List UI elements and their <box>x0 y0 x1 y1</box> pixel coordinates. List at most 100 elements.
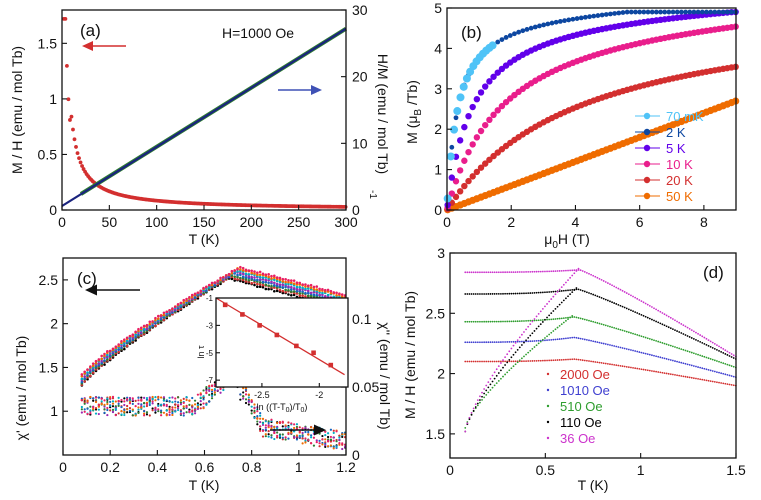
panel-d-fc-point <box>518 271 521 273</box>
panel-d-fc-point <box>537 339 540 342</box>
panel-d-fc-point <box>678 361 681 364</box>
panel-b-point <box>499 37 505 43</box>
panel-d-fc-point <box>588 292 590 294</box>
panel-c-chi2-point <box>329 440 333 443</box>
panel-d-zfc-point <box>527 336 530 339</box>
panel-c-chi2-point <box>338 436 341 439</box>
panel-d-fc-point <box>730 353 733 355</box>
panel-c-chi2-point <box>276 434 279 437</box>
panel-c-chi2-point <box>321 438 324 441</box>
panel-c-chi1-point <box>270 280 273 284</box>
panel-d-fc-point <box>508 271 511 274</box>
panel-d-fc-point <box>468 320 471 323</box>
panel-d-zfc-point <box>520 333 523 336</box>
panel-c-chi2-point <box>157 402 160 406</box>
panel-c-chi2-point <box>267 430 270 433</box>
panel-c-chi2-point <box>145 404 149 408</box>
panel-d-fc-point <box>558 359 561 361</box>
panel-c-chi2-point <box>157 398 160 401</box>
panel-d-zfc-point <box>514 363 517 366</box>
panel-c-chi2-point <box>120 405 123 409</box>
panel-d-zfc-point <box>567 295 569 298</box>
panel-d-fc-point <box>485 320 488 323</box>
panel-d-fc-point <box>659 371 662 374</box>
panel-b-point <box>482 83 489 90</box>
panel-d-zfc-point <box>535 315 538 318</box>
panel-d-zfc-point <box>489 383 492 386</box>
panel-d-fc-point <box>676 346 678 349</box>
panel-d-fc-point <box>648 304 651 307</box>
panel-c-chi2-point <box>140 403 143 406</box>
panel-d-fc-point <box>627 366 630 369</box>
panel-d-zfc-point <box>529 349 532 352</box>
panel-c-chi2-point <box>259 414 262 417</box>
panel-d-fc-point <box>514 360 517 363</box>
panel-c-chi1-point <box>321 291 324 295</box>
panel-c-y2label: χ'' (emu / mol Tb) <box>377 322 393 429</box>
panel-d-fc-point <box>716 371 718 373</box>
panel-d-fc-point <box>606 299 609 302</box>
panel-d-fc-point <box>638 313 641 315</box>
panel-c-chi2-point <box>267 424 270 428</box>
panel-d-zfc-point <box>500 377 502 380</box>
panel-d-fc-point <box>596 322 599 324</box>
panel-c-chi2-point <box>114 405 117 408</box>
panel-c-chi2-point <box>174 406 177 409</box>
panel-c-chi2-point <box>168 405 171 408</box>
panel-c-chi1-point <box>151 320 154 323</box>
panel-d-fc-point <box>506 271 509 274</box>
panel-c-chi1-point <box>97 358 101 361</box>
panel-c-chi1-point <box>335 293 338 297</box>
panel-c-chi1-point <box>298 285 302 289</box>
panel-d-fc-point <box>537 270 540 273</box>
panel-c-chi2-point <box>259 417 262 420</box>
panel-a-y-ticks: 00.511.5 <box>38 35 67 218</box>
panel-d-fc-point <box>667 358 670 361</box>
panel-c-chi1-point <box>224 274 228 277</box>
panel-d-zfc-point <box>520 344 523 346</box>
panel-d-fc-point <box>638 351 641 353</box>
panel-a-left-arrowhead <box>82 41 93 51</box>
panel-c-y-tick-label: 2.5 <box>39 272 59 288</box>
panel-c-chi2-point <box>261 417 265 420</box>
panel-c-x-tick-label: 0 <box>59 459 67 475</box>
panel-d-fc-point <box>686 363 689 366</box>
panel-d-zfc-point <box>560 286 563 289</box>
panel-d-fc-point <box>573 336 576 339</box>
panel-d-zfc-point <box>508 350 511 353</box>
panel-c-chi1-point <box>162 311 166 315</box>
panel-d-zfc-point <box>548 333 551 336</box>
panel-d-fc-point <box>487 360 490 363</box>
panel-b-point <box>683 9 688 15</box>
panel-d-zfc-point <box>502 366 504 369</box>
panel-c-y-ticks: 11.522.5 <box>39 272 68 419</box>
panel-c-chi2-point <box>287 421 290 424</box>
panel-d-fc-point <box>562 337 565 340</box>
panel-d-zfc-point <box>531 347 534 350</box>
panel-c-chi2-point <box>321 434 324 438</box>
panel-d-fc-point <box>558 290 561 293</box>
panel-c-chi1-point <box>131 338 135 341</box>
panel-d-fc-point <box>562 289 565 292</box>
panel-d-zfc-point <box>531 332 534 335</box>
panel-d-zfc-point <box>510 356 513 359</box>
panel-d-fc-point <box>489 271 492 274</box>
panel-d-fc-point <box>718 371 720 374</box>
panel-d-fc-point <box>550 290 553 293</box>
panel-d-fc-point <box>464 341 467 344</box>
panel-d-fc-point <box>518 320 521 323</box>
panel-d-fc-point <box>562 269 565 272</box>
panel-d-plot-area <box>464 267 737 433</box>
panel-c-chi1-point <box>275 276 279 279</box>
panel-d-fc-point <box>705 343 708 346</box>
panel-c-chi1-point <box>123 347 126 351</box>
panel-d-zfc-point <box>470 411 473 414</box>
panel-c-chi1-point <box>210 287 214 291</box>
panel-d-fc-point <box>527 340 530 343</box>
panel-d-fc-point <box>644 369 647 371</box>
panel-d-fc-point <box>588 339 590 342</box>
panel-b-point <box>494 69 501 76</box>
panel-b-point <box>708 9 714 15</box>
panel-d-fc-point <box>491 341 494 344</box>
